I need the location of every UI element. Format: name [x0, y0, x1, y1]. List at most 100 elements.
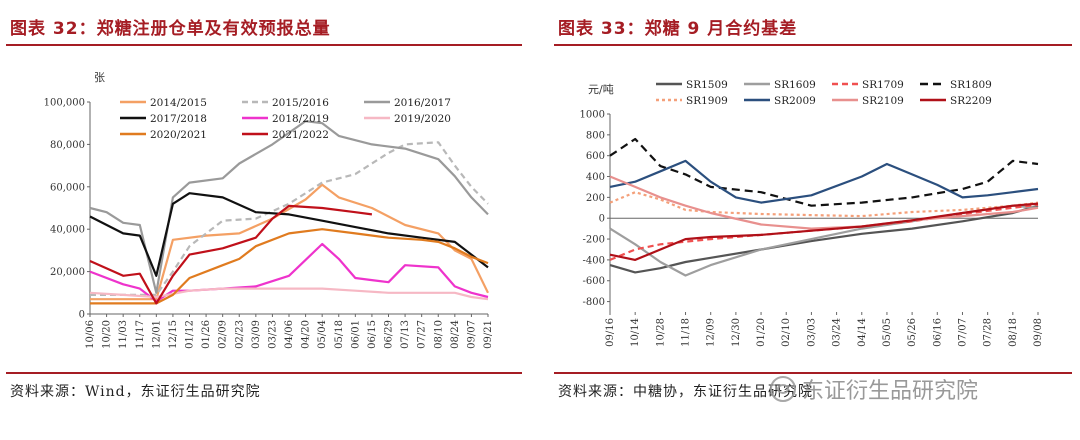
x-tick-label: 05/26: [907, 318, 918, 347]
x-tick-label: 09/16: [605, 318, 616, 347]
x-tick-label: 07/27: [417, 320, 428, 349]
left-source-rule: [6, 372, 522, 374]
x-tick-label: 12/09: [706, 318, 717, 347]
left-figure: 图表 32：郑糖注册仓单及有效预报总量 张 0 20,000 40,000 60,000…: [0, 0, 530, 440]
x-tick-label: 05/04: [317, 320, 328, 349]
legend-label: SR2209: [950, 95, 992, 107]
y-tick-label: 1000: [580, 110, 605, 121]
y-tick-label: 800: [586, 130, 605, 141]
y-tick-label: 100,000: [44, 98, 85, 109]
legend-label: 2016/2017: [394, 97, 451, 109]
x-tick-label: 07/28: [983, 318, 994, 347]
left-source: 资料来源：Wind，东证衍生品研究院: [10, 384, 261, 400]
y-unit-label: 张: [94, 71, 105, 84]
x-tick-label: 10/28: [655, 318, 666, 347]
x-tick-label: 11/18: [681, 318, 692, 347]
legend-label: SR2009: [774, 95, 816, 107]
x-tick-label: 01/26: [201, 320, 212, 349]
legend-label: 2015/2016: [272, 97, 329, 109]
right-chart: 元/吨 -800 -600 -400 -200 0 200 400 600 800 1000 09/1…: [580, 79, 1044, 347]
y-tick-label: -200: [583, 235, 605, 246]
legend-label: 2021/2022: [272, 129, 329, 141]
x-tick-label: 04/14: [857, 318, 868, 347]
x-tick-label: 02/10: [781, 318, 792, 347]
y-tick-label: 0: [599, 214, 605, 225]
x-tick-label: 06/01: [350, 320, 361, 349]
x-tick-label: 11/17: [135, 320, 146, 349]
legend-label: SR2109: [862, 95, 904, 107]
right-figure: 图表 33：郑糖 9 月合约基差 元/吨 -800 -600 -400 -200 0 200…: [548, 0, 1080, 440]
y-tick-label: 20,000: [50, 267, 85, 278]
y-tick-label: 0: [79, 310, 85, 321]
legend-label: 2018/2019: [272, 113, 329, 125]
x-tick-label: 02/09: [218, 320, 229, 349]
x-tick-label: 03/09: [251, 320, 262, 349]
wechat-icon: [770, 376, 796, 402]
series-line-SR2209: [609, 202, 1039, 261]
x-tick-label: 02/23: [234, 320, 245, 349]
watermark-text: 东证衍生品研究院: [802, 379, 979, 404]
series-line-2017-2018: [89, 192, 489, 277]
x-tick-label: 08/10: [433, 320, 444, 349]
right-source-rule: [554, 372, 1072, 374]
x-tick-label: 06/29: [384, 320, 395, 349]
series-line-SR1709: [609, 203, 1039, 261]
right-title-rule: [554, 44, 1072, 46]
y-tick-label: 400: [586, 172, 605, 183]
legend-label: 2020/2021: [150, 129, 207, 141]
series-line-SR1809: [609, 137, 1039, 207]
y-tick-label: 40,000: [50, 225, 85, 236]
x-tick-label: 01/12: [185, 320, 196, 349]
y-unit-label: 元/吨: [588, 83, 614, 96]
series-line-2016-2017: [89, 120, 489, 294]
x-tick-label: 12/01: [151, 320, 162, 349]
x-tick-label: 10/14: [630, 318, 641, 347]
legend-label: SR1709: [862, 79, 904, 91]
left-title-rule: [6, 44, 522, 46]
x-tick-label: 11/03: [118, 320, 129, 349]
series-line-SR1909: [609, 191, 1039, 218]
legend-label: 2019/2020: [394, 113, 451, 125]
x-tick-label: 04/20: [301, 320, 312, 349]
x-tick-label: 05/05: [882, 318, 893, 347]
x-tick-label: 08/18: [1008, 318, 1019, 347]
x-tick-label: 07/07: [957, 318, 968, 347]
x-tick-label: 03/23: [267, 320, 278, 349]
x-tick-label: 03/03: [806, 318, 817, 347]
left-chart: 张 0 20,000 40,000 60,000 80,000 100,000 10/06 10…: [44, 71, 494, 349]
x-tick-label: 09/21: [483, 320, 494, 349]
y-tick-label: -800: [583, 297, 605, 308]
legend-label: SR1909: [686, 95, 728, 107]
y-tick-label: 60,000: [50, 182, 85, 193]
x-tick-label: 08/24: [450, 320, 461, 349]
x-tick-label: 09/07: [466, 320, 477, 349]
series-line-2020-2021: [90, 228, 489, 305]
x-tick-label: 03/24: [832, 318, 843, 347]
x-tick-label: 05/18: [334, 320, 345, 349]
series-line-SR2109: [609, 175, 1039, 230]
series-line-SR2009: [609, 159, 1039, 204]
x-tick-label: 10/20: [102, 320, 113, 349]
right-source: 资料来源：中糖协，东证衍生品研究院: [558, 384, 813, 400]
x-tick-label: 01/20: [756, 318, 767, 347]
y-tick-label: 80,000: [50, 140, 85, 151]
x-tick-label: 09/08: [1033, 318, 1044, 347]
x-tick-label: 10/06: [85, 320, 96, 349]
legend-label: SR1809: [950, 79, 992, 91]
series-line-2014-2015: [90, 183, 489, 301]
legend-label: 2014/2015: [150, 97, 207, 109]
left-figure-title: 图表 32：郑糖注册仓单及有效预报总量: [10, 19, 331, 39]
x-tick-label: 04/06: [284, 320, 295, 349]
series-line-2015-2016: [90, 141, 489, 296]
legend-label: SR1509: [686, 79, 728, 91]
y-tick-label: 600: [586, 151, 605, 162]
x-tick-label: 06/15: [367, 320, 378, 349]
legend-label: SR1609: [774, 79, 816, 91]
watermark: 东证衍生品研究院: [770, 373, 978, 405]
y-tick-label: -600: [583, 276, 605, 287]
y-tick-label: -400: [583, 255, 605, 266]
x-tick-label: 12/15: [168, 320, 179, 349]
x-tick-label: 07/13: [400, 320, 411, 349]
x-tick-label: 12/30: [731, 318, 742, 347]
series-line-2021-2022: [89, 204, 373, 305]
